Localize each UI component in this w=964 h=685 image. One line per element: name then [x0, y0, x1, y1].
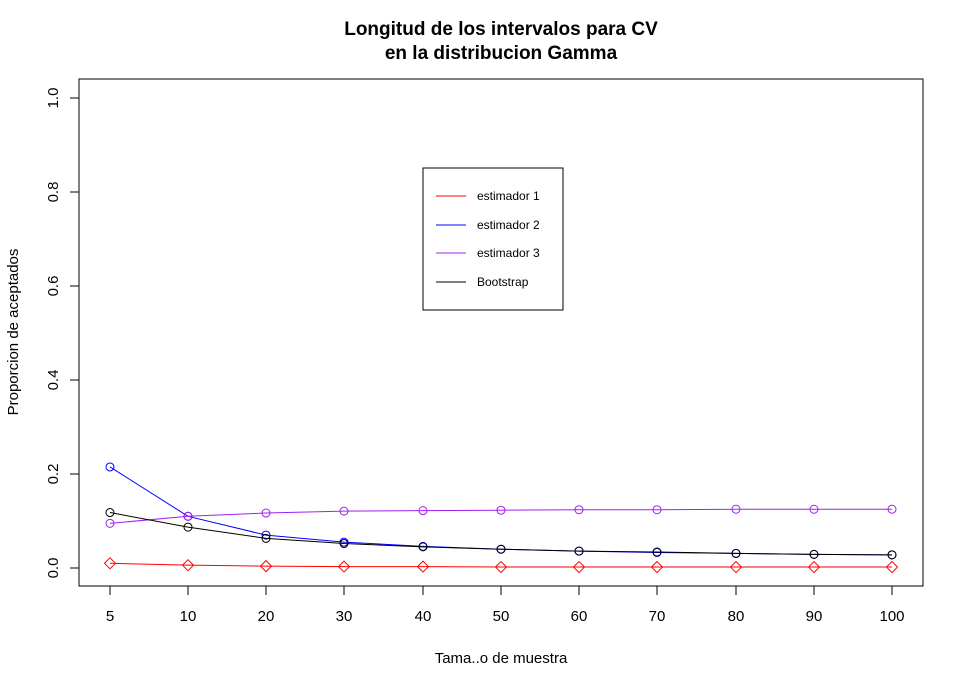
- x-tick-label: 30: [336, 608, 353, 625]
- series-3: [105, 504, 897, 528]
- y-axis-label: Proporcion de aceptados: [5, 249, 22, 416]
- y-tick-label: 0.0: [45, 558, 62, 579]
- data-point: [807, 560, 821, 574]
- series-line: [109, 562, 892, 568]
- x-tick-label: 70: [649, 608, 666, 625]
- chart-title-line1: Longitud de los intervalos para CV: [344, 19, 658, 40]
- legend-box: [422, 167, 564, 311]
- x-tick-label: 100: [879, 608, 904, 625]
- x-tick-label: 60: [571, 608, 588, 625]
- legend-entries: estimador 1 estimador 2 estimador 3 Bootstr…: [436, 189, 540, 289]
- data-point: [729, 560, 743, 574]
- x-tick-label: 90: [806, 608, 823, 625]
- data-point: [259, 559, 273, 573]
- data-point: [731, 548, 741, 558]
- data-point: [181, 558, 195, 572]
- legend-label: estimador 3: [477, 246, 540, 260]
- data-point: [809, 504, 819, 514]
- legend: estimador 1 estimador 2 estimador 3 Bootstr…: [422, 167, 564, 311]
- data-point: [574, 505, 584, 515]
- data-point: [105, 462, 115, 472]
- series-line: [109, 466, 893, 556]
- data-point: [105, 508, 115, 518]
- data-point: [339, 539, 349, 549]
- x-tick-label: 80: [728, 608, 745, 625]
- series-line: [109, 512, 893, 556]
- data-point: [652, 505, 662, 515]
- data-point: [183, 511, 193, 521]
- chart-title-line2: en la distribucion Gamma: [385, 43, 618, 64]
- data-point: [103, 557, 117, 570]
- x-axis-label: Tama..o de muestra: [435, 650, 568, 667]
- data-point: [809, 549, 819, 559]
- data-point: [731, 504, 741, 514]
- data-point: [339, 506, 349, 516]
- data-point: [261, 530, 271, 540]
- data-point: [652, 547, 662, 557]
- data-point: [887, 550, 897, 560]
- data-point: [183, 522, 193, 532]
- x-tick-label: 40: [415, 608, 432, 625]
- data-point: [887, 504, 897, 514]
- legend-label: estimador 1: [477, 189, 540, 203]
- y-tick-label: 0.6: [45, 276, 62, 297]
- data-point: [416, 560, 430, 573]
- y-tick-label: 1.0: [45, 88, 62, 109]
- x-tick-label: 5: [106, 608, 114, 625]
- data-point: [261, 508, 271, 518]
- y-tick-label: 0.4: [45, 370, 62, 391]
- data-point: [494, 560, 508, 574]
- data-point: [337, 560, 351, 573]
- legend-label: estimador 2: [477, 218, 540, 232]
- x-axis: 5 10 20 30 40 50 60 70 80 90 100: [106, 585, 905, 625]
- data-point: [574, 546, 584, 556]
- x-tick-label: 10: [180, 608, 197, 625]
- x-tick-label: 50: [493, 608, 510, 625]
- series-1: [103, 557, 899, 574]
- data-point: [496, 505, 506, 515]
- data-point: [418, 542, 428, 552]
- y-axis: 0.0 0.2 0.4 0.6 0.8 1.0: [45, 88, 80, 579]
- y-tick-label: 0.2: [45, 464, 62, 485]
- series-layer: [103, 462, 899, 574]
- x-tick-label: 20: [258, 608, 275, 625]
- series-4: [105, 508, 897, 560]
- y-tick-label: 0.8: [45, 182, 62, 203]
- data-point: [261, 533, 271, 543]
- series-line: [109, 508, 892, 524]
- data-point: [496, 544, 506, 554]
- data-point: [885, 560, 899, 574]
- data-point: [572, 560, 586, 574]
- series-2: [105, 462, 897, 560]
- data-point: [105, 518, 115, 528]
- data-point: [650, 560, 664, 574]
- legend-label: Bootstrap: [477, 275, 529, 289]
- data-point: [418, 506, 428, 516]
